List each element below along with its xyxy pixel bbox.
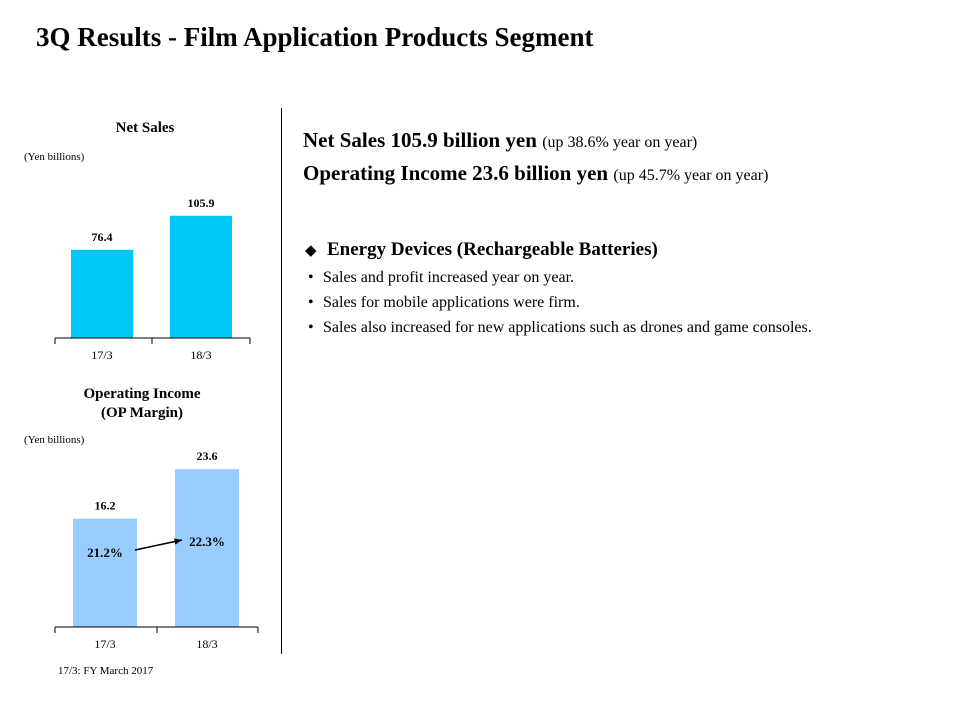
page-title: 3Q Results - Film Application Products S… [36, 22, 594, 52]
op-income-title: Operating Income [83, 386, 200, 402]
op-income-margin-label: 22.3% [189, 534, 225, 549]
net-sales-value-label: 76.4 [92, 230, 113, 244]
headline-operating-income-note: (up 45.7% year on year) [613, 167, 769, 184]
op-income-bar-17-3 [73, 518, 137, 627]
energy-devices-section: ◆ Energy Devices (Rechargeable Batteries)… [305, 236, 905, 340]
headline-operating-income-main: Operating Income 23.6 billion yen [303, 161, 609, 185]
op-income-category-label: 18/3 [196, 637, 217, 651]
net-sales-title: Net Sales [116, 120, 175, 136]
section-title: Energy Devices (Rechargeable Batteries) [327, 239, 658, 260]
op-income-title: (OP Margin) [101, 405, 183, 421]
headline-net-sales-note: (up 38.6% year on year) [542, 134, 698, 151]
op-income-bar-18-3 [175, 469, 239, 627]
bullet-item: • Sales and profit increased year on year… [305, 265, 905, 290]
op-income-margin-arrow [134, 539, 183, 551]
bullet-dot-icon: • [308, 294, 314, 311]
bullet-list: • Sales and profit increased year on year… [305, 265, 905, 340]
headlines: Net Sales 105.9 billion yen (up 38.6% ye… [303, 125, 768, 191]
bullet-text: Sales and profit increased year on year. [323, 269, 575, 286]
vertical-divider [281, 108, 282, 654]
headline-net-sales: Net Sales 105.9 billion yen (up 38.6% ye… [303, 125, 768, 158]
footnote: 17/3: FY March 2017 [58, 665, 154, 677]
op-income-value-label: 23.6 [197, 449, 218, 463]
op-income-unit-label: (Yen billions) [24, 434, 85, 446]
net-sales-value-label: 105.9 [188, 196, 215, 210]
bullet-item: • Sales for mobile applications were firm… [305, 290, 905, 315]
op-income-category-label: 17/3 [94, 637, 115, 651]
diamond-bullet-icon: ◆ [305, 243, 317, 259]
op-income-margin-arrowhead-icon [174, 538, 182, 545]
section-heading: ◆ Energy Devices (Rechargeable Batteries) [305, 236, 905, 265]
bullet-text: Sales also increased for new application… [323, 319, 812, 336]
net-sales-bar-17-3 [71, 249, 133, 338]
net-sales-bar-18-3 [170, 215, 232, 338]
bullet-dot-icon: • [308, 269, 314, 286]
net-sales-category-label: 17/3 [91, 348, 112, 362]
operating-income-chart: Operating Income (OP Margin) (Yen billions… [24, 386, 259, 651]
net-sales-chart: Net Sales (Yen billions) 76.4 17/3 105.9 18/3 [24, 120, 251, 362]
op-income-value-label: 16.2 [95, 499, 116, 513]
net-sales-unit-label: (Yen billions) [24, 151, 85, 163]
net-sales-category-label: 18/3 [190, 348, 211, 362]
op-income-margin-label: 21.2% [87, 545, 123, 560]
headline-operating-income: Operating Income 23.6 billion yen (up 45… [303, 158, 768, 191]
bullet-text: Sales for mobile applications were firm. [323, 294, 580, 311]
bullet-dot-icon: • [308, 319, 314, 336]
headline-net-sales-main: Net Sales 105.9 billion yen [303, 128, 537, 152]
bullet-item: • Sales also increased for new applicatio… [305, 315, 905, 340]
